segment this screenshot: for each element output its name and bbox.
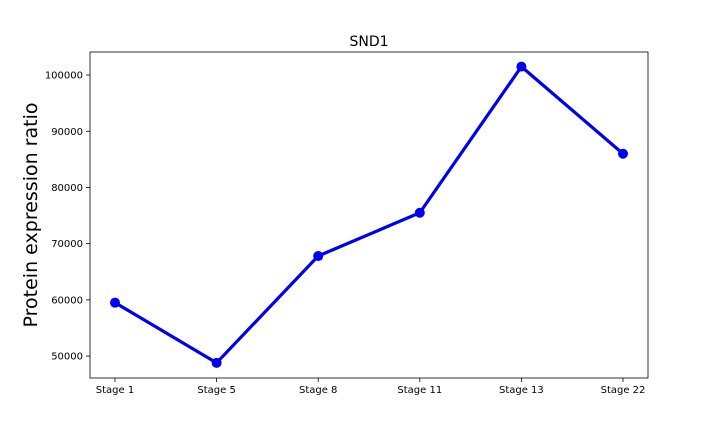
y-tick-label: 90000: [51, 127, 83, 138]
data-point: [516, 61, 527, 72]
data-point: [618, 148, 628, 159]
x-axis-ticks: Stage 1 Stage 5 Stage 8 Stage 11 Stage 13 Sta…: [96, 378, 646, 396]
x-tick-label: Stage 13: [499, 385, 544, 396]
plot-frame: [89, 51, 649, 379]
series-line: [113, 65, 625, 365]
data-point: [414, 207, 425, 218]
y-axis-ticks: 50000 60000 70000 80000 90000 100000: [45, 71, 90, 363]
x-tick-label: Stage 5: [197, 385, 235, 396]
y-tick-label: 50000: [51, 352, 83, 363]
y-tick-label: 100000: [45, 71, 83, 82]
x-tick-label: Stage 8: [299, 385, 337, 396]
y-axis-label: Protein expression ratio: [20, 103, 42, 328]
x-tick-label: Stage 11: [397, 385, 442, 396]
chart-title: SND1: [349, 34, 388, 50]
x-tick-label: Stage 22: [601, 385, 646, 396]
y-tick-label: 60000: [51, 295, 83, 306]
data-point: [211, 357, 222, 368]
data-point: [110, 297, 120, 308]
series-layer: [110, 61, 628, 368]
y-tick-label: 70000: [51, 239, 83, 250]
data-point: [313, 251, 324, 262]
y-tick-label: 80000: [51, 183, 83, 194]
x-tick-label: Stage 1: [96, 385, 134, 396]
